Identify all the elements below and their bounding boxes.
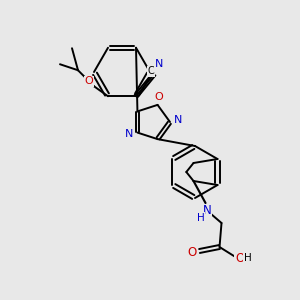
Text: N: N xyxy=(203,205,212,218)
Text: H: H xyxy=(244,253,251,263)
Text: N: N xyxy=(125,129,134,139)
Text: O: O xyxy=(154,92,163,102)
Text: O: O xyxy=(187,245,196,259)
Text: C: C xyxy=(148,66,154,76)
Text: O: O xyxy=(235,251,244,265)
Text: N: N xyxy=(155,59,163,69)
Text: H: H xyxy=(196,213,204,223)
Text: O: O xyxy=(85,76,93,86)
Text: N: N xyxy=(174,115,182,125)
